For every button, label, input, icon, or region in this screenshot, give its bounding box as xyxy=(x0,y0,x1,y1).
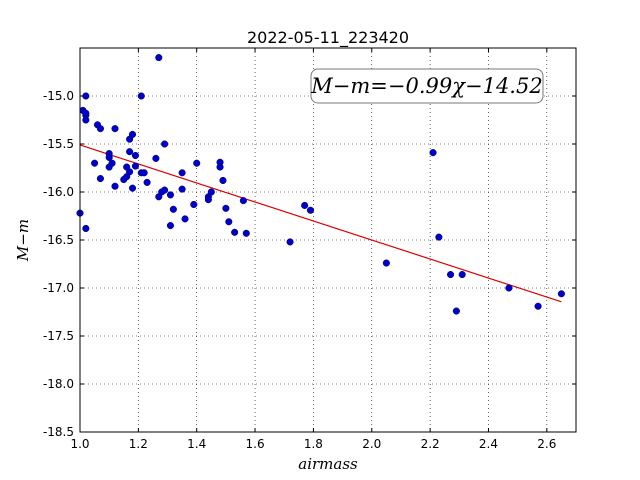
data-point xyxy=(301,201,309,209)
y-tick-label: -18.5 xyxy=(43,425,74,439)
data-point xyxy=(137,92,145,100)
data-point xyxy=(126,148,134,156)
data-point xyxy=(161,186,169,194)
data-point xyxy=(505,284,513,292)
data-point xyxy=(131,162,139,170)
x-tick-label: 2.0 xyxy=(362,437,381,451)
data-point xyxy=(155,54,163,62)
data-point xyxy=(82,116,90,124)
data-point xyxy=(534,302,542,310)
fit-line-segment xyxy=(79,144,562,303)
data-point xyxy=(286,238,294,246)
data-point xyxy=(435,233,443,241)
data-point xyxy=(126,168,134,176)
data-point xyxy=(91,159,99,167)
data-point xyxy=(446,271,455,279)
x-tick-label: 1.6 xyxy=(246,437,265,451)
data-point xyxy=(382,259,390,267)
data-point xyxy=(111,125,119,133)
y-tick-label: -15.5 xyxy=(43,137,74,151)
annotation-text: M−m=−0.99χ−14.52 xyxy=(310,74,542,98)
fit-annotation: M−m=−0.99χ−14.52 xyxy=(310,68,544,104)
data-point xyxy=(96,125,104,133)
data-point xyxy=(128,130,137,138)
data-point xyxy=(152,154,160,162)
data-point xyxy=(429,149,437,157)
x-tick-label: 2.4 xyxy=(479,437,498,451)
data-point xyxy=(207,188,215,196)
x-tick-label: 2.6 xyxy=(537,437,556,451)
x-axis-ticks: 1.0 1.2 1.4 1.6 1.8 2.0 2.2 2.4 2.6 xyxy=(70,48,556,451)
y-tick-label: -15.0 xyxy=(43,89,74,103)
data-point xyxy=(557,290,565,298)
data-point xyxy=(140,169,148,177)
data-point xyxy=(161,140,169,148)
data-point xyxy=(108,159,116,167)
chart-title: 2022-05-11_223420 xyxy=(247,28,409,48)
data-point xyxy=(82,224,90,233)
data-point xyxy=(169,205,177,213)
x-tick-label: 1.8 xyxy=(304,437,323,451)
data-point xyxy=(219,176,227,185)
y-tick-label: -18.0 xyxy=(43,377,74,391)
x-tick-label: 2.2 xyxy=(421,437,440,451)
y-axis-ticks: -15.0 -15.5 -16.0 -16.5 -17.0 -17.5 -18.0 -18.5 xyxy=(43,89,576,439)
data-point xyxy=(225,218,233,226)
data-point xyxy=(181,215,189,223)
data-point xyxy=(452,307,460,315)
data-point xyxy=(306,206,315,214)
y-tick-label: -17.0 xyxy=(43,281,74,295)
x-axis-label: airmass xyxy=(298,455,358,473)
data-point xyxy=(105,153,113,161)
y-tick-label: -16.0 xyxy=(43,185,74,199)
data-point xyxy=(166,222,174,230)
data-point xyxy=(178,169,186,177)
data-point xyxy=(178,185,186,193)
data-point xyxy=(242,229,250,237)
y-tick-label: -16.5 xyxy=(43,233,74,247)
data-points xyxy=(76,54,565,315)
data-point xyxy=(82,109,90,117)
data-point xyxy=(239,197,247,205)
data-point xyxy=(190,200,198,209)
data-point xyxy=(166,191,174,199)
data-point xyxy=(111,182,119,190)
x-tick-label: 1.4 xyxy=(187,437,206,451)
data-point xyxy=(131,151,139,160)
data-point xyxy=(96,175,104,183)
data-point xyxy=(128,184,137,192)
data-point xyxy=(143,178,151,186)
fit-line xyxy=(79,144,562,303)
data-point xyxy=(216,163,224,171)
data-point xyxy=(222,204,230,212)
data-point xyxy=(231,228,239,236)
y-tick-label: -17.5 xyxy=(43,329,74,343)
data-point xyxy=(204,196,212,204)
annotation-box xyxy=(310,68,544,104)
y-axis-label: M−m xyxy=(14,219,32,262)
grid xyxy=(79,48,576,433)
data-point xyxy=(193,159,201,167)
x-tick-label: 1.2 xyxy=(129,437,148,451)
data-point xyxy=(458,271,466,279)
x-tick-label: 1.0 xyxy=(70,437,89,451)
